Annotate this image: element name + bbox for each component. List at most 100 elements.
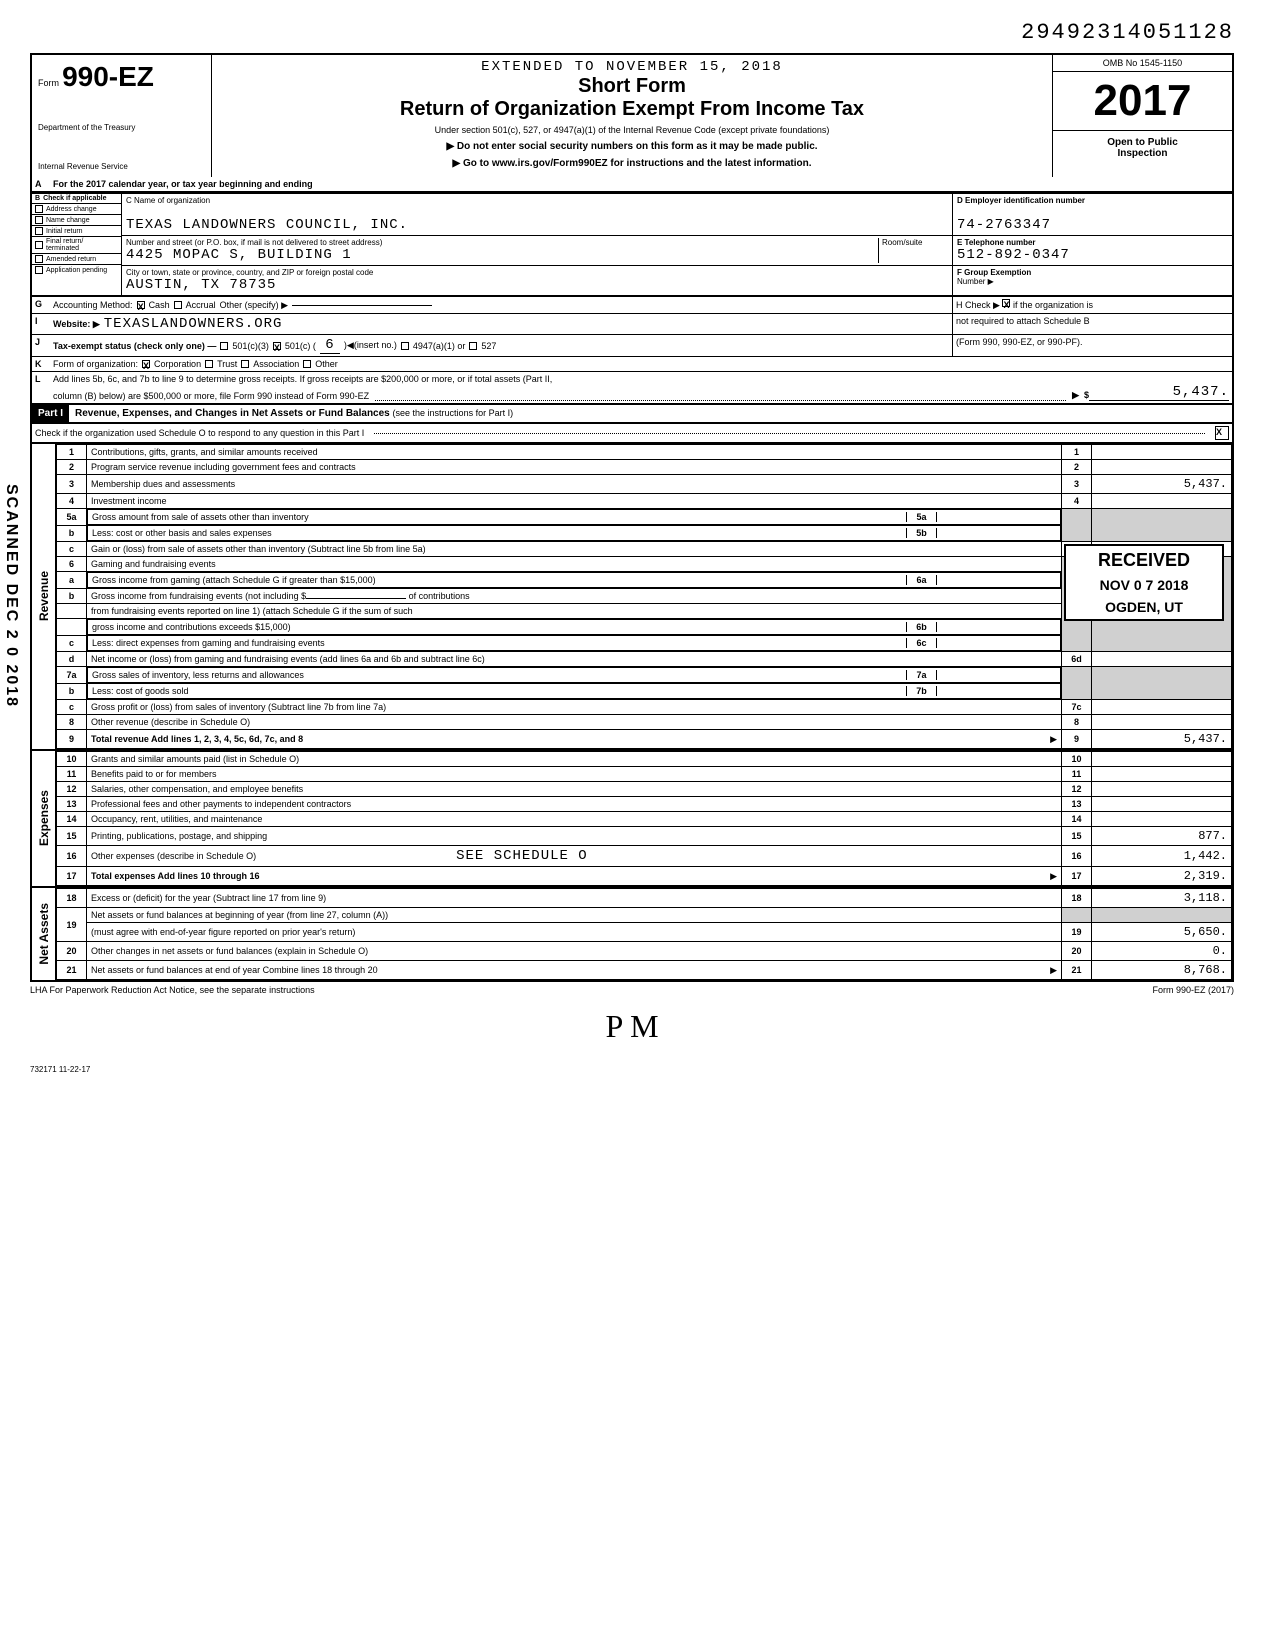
tax-exempt-label: Tax-exempt status (check only one) — [53,341,216,351]
phone-value: 512-892-0347 [957,247,1228,263]
line4-amt [1092,494,1232,509]
trust-checkbox[interactable] [205,360,213,368]
line6c-sub: 6c [906,638,936,648]
document-number: 29492314051128 [30,20,1234,45]
line20-desc: Other changes in net assets or fund bala… [87,942,1062,961]
527-label: 527 [481,341,496,351]
part1-checkbox[interactable] [1215,426,1229,440]
trust-label: Trust [217,359,237,369]
line21-amt: 8,768. [1092,961,1232,980]
l-line1: Add lines 5b, 6c, and 7b to line 9 to de… [53,374,1229,384]
h-check-text2: if the organization is [1013,300,1093,310]
h-checkbox[interactable] [1002,299,1010,307]
501c-checkbox[interactable] [273,342,281,350]
line13-amt [1092,797,1232,812]
name-change-checkbox[interactable] [35,216,43,224]
line7b-desc: Less: cost of goods sold [92,686,906,696]
line7c-amt [1092,700,1232,715]
final-return-checkbox[interactable] [35,241,43,249]
dept-irs: Internal Revenue Service [38,162,205,171]
open-public-1: Open to Public [1059,137,1226,148]
line19-desc2: (must agree with end-of-year figure repo… [87,923,1062,942]
527-checkbox[interactable] [469,342,477,350]
line16-note: SEE SCHEDULE O [456,848,588,864]
line11-desc: Benefits paid to or for members [87,767,1062,782]
revenue-side-label: Revenue [35,567,53,625]
opt-amended: Amended return [46,256,96,263]
line13-desc: Professional fees and other payments to … [87,797,1062,812]
row-g: G Accounting Method: Cash Accrual Other … [30,297,1234,314]
other-specify: Other (specify) ▶ [220,300,288,311]
line16-amt: 1,442. [1092,846,1232,867]
address-change-checkbox[interactable] [35,205,43,213]
received-city: OGDEN, UT [1074,599,1214,615]
line6b-sub: 6b [906,622,936,632]
opt-address: Address change [46,206,97,213]
ssn-warning: ▶ Do not enter social security numbers o… [216,141,1048,152]
lha-notice: LHA For Paperwork Reduction Act Notice, … [30,985,315,995]
form-code: 732171 11-22-17 [30,1065,1234,1074]
line9-desc: Total revenue Add lines 1, 2, 3, 4, 5c, … [91,734,303,744]
street-value: 4425 MOPAC S, BUILDING 1 [126,247,878,263]
corp-checkbox[interactable] [142,360,150,368]
line15-amt: 877. [1092,827,1232,846]
app-pending-checkbox[interactable] [35,266,43,274]
line5c-desc: Gain or (loss) from sale of assets other… [87,542,1062,557]
f-label2: Number ▶ [957,277,1228,286]
line16-desc: Other expenses (describe in Schedule O) [91,851,256,861]
row-j: J Tax-exempt status (check only one) — 5… [30,335,1234,357]
room-label: Room/suite [882,238,948,247]
row-l: L Add lines 5b, 6c, and 7b to line 9 to … [30,372,1234,405]
line3-amt: 5,437. [1092,475,1232,494]
f-label: F Group Exemption [957,268,1228,277]
part1-check-row: Check if the organization used Schedule … [30,424,1234,444]
other-org-label: Other [315,359,338,369]
other-org-checkbox[interactable] [303,360,311,368]
scanned-stamp: SCANNED DEC 2 0 2018 [2,484,20,708]
line6c-desc: Less: direct expenses from gaming and fu… [92,638,906,648]
part1-instr: (see the instructions for Part I) [393,408,514,418]
accrual-checkbox[interactable] [174,301,182,309]
opt-pending: Application pending [46,267,107,274]
cal-year-text: For the 2017 calendar year, or tax year … [50,177,1232,191]
assoc-checkbox[interactable] [241,360,249,368]
expenses-table: 10Grants and similar amounts paid (list … [56,751,1232,886]
section-text: Under section 501(c), 527, or 4947(a)(1)… [216,125,1048,135]
line8-desc: Other revenue (describe in Schedule O) [87,715,1062,730]
opt-name: Name change [46,217,90,224]
501c-num: 6 [320,337,340,354]
received-text: RECEIVED [1074,550,1214,571]
signature-marks: P M [30,1008,1234,1045]
line6b-desc3: gross income and contributions exceeds $… [92,622,906,632]
netassets-table: 18Excess or (deficit) for the year (Subt… [56,888,1232,980]
part1-label: Part I [32,405,69,422]
street-label: Number and street (or P.O. box, if mail … [126,238,878,247]
line20-amt: 0. [1092,942,1232,961]
dept-treasury: Department of the Treasury [38,123,205,132]
part1-check-text: Check if the organization used Schedule … [35,428,364,438]
line6a-desc: Gross income from gaming (attach Schedul… [92,575,906,585]
line14-desc: Occupancy, rent, utilities, and maintena… [87,812,1062,827]
line2-amt [1092,460,1232,475]
line1-amt [1092,445,1232,460]
4947-checkbox[interactable] [401,342,409,350]
cash-checkbox[interactable] [137,301,145,309]
line7a-sub: 7a [906,670,936,680]
501c3-checkbox[interactable] [220,342,228,350]
netassets-side-label: Net Assets [35,899,53,969]
initial-return-checkbox[interactable] [35,227,43,235]
amended-return-checkbox[interactable] [35,255,43,263]
line11-amt [1092,767,1232,782]
check-if-label: Check if applicable [43,195,106,202]
ein-value: 74-2763347 [957,217,1228,233]
l-line2: column (B) below) are $500,000 or more, … [53,391,369,401]
opt-initial: Initial return [46,228,83,235]
accrual-label: Accrual [186,300,216,310]
line14-amt [1092,812,1232,827]
line17-amt: 2,319. [1092,867,1232,886]
h-check-text: H Check ▶ [956,300,1000,310]
line1-desc: Contributions, gifts, grants, and simila… [87,445,1062,460]
extended-date: EXTENDED TO NOVEMBER 15, 2018 [216,59,1048,75]
l-amount: 5,437. [1089,384,1229,401]
info-block: B Check if applicable Address change Nam… [30,192,1234,297]
